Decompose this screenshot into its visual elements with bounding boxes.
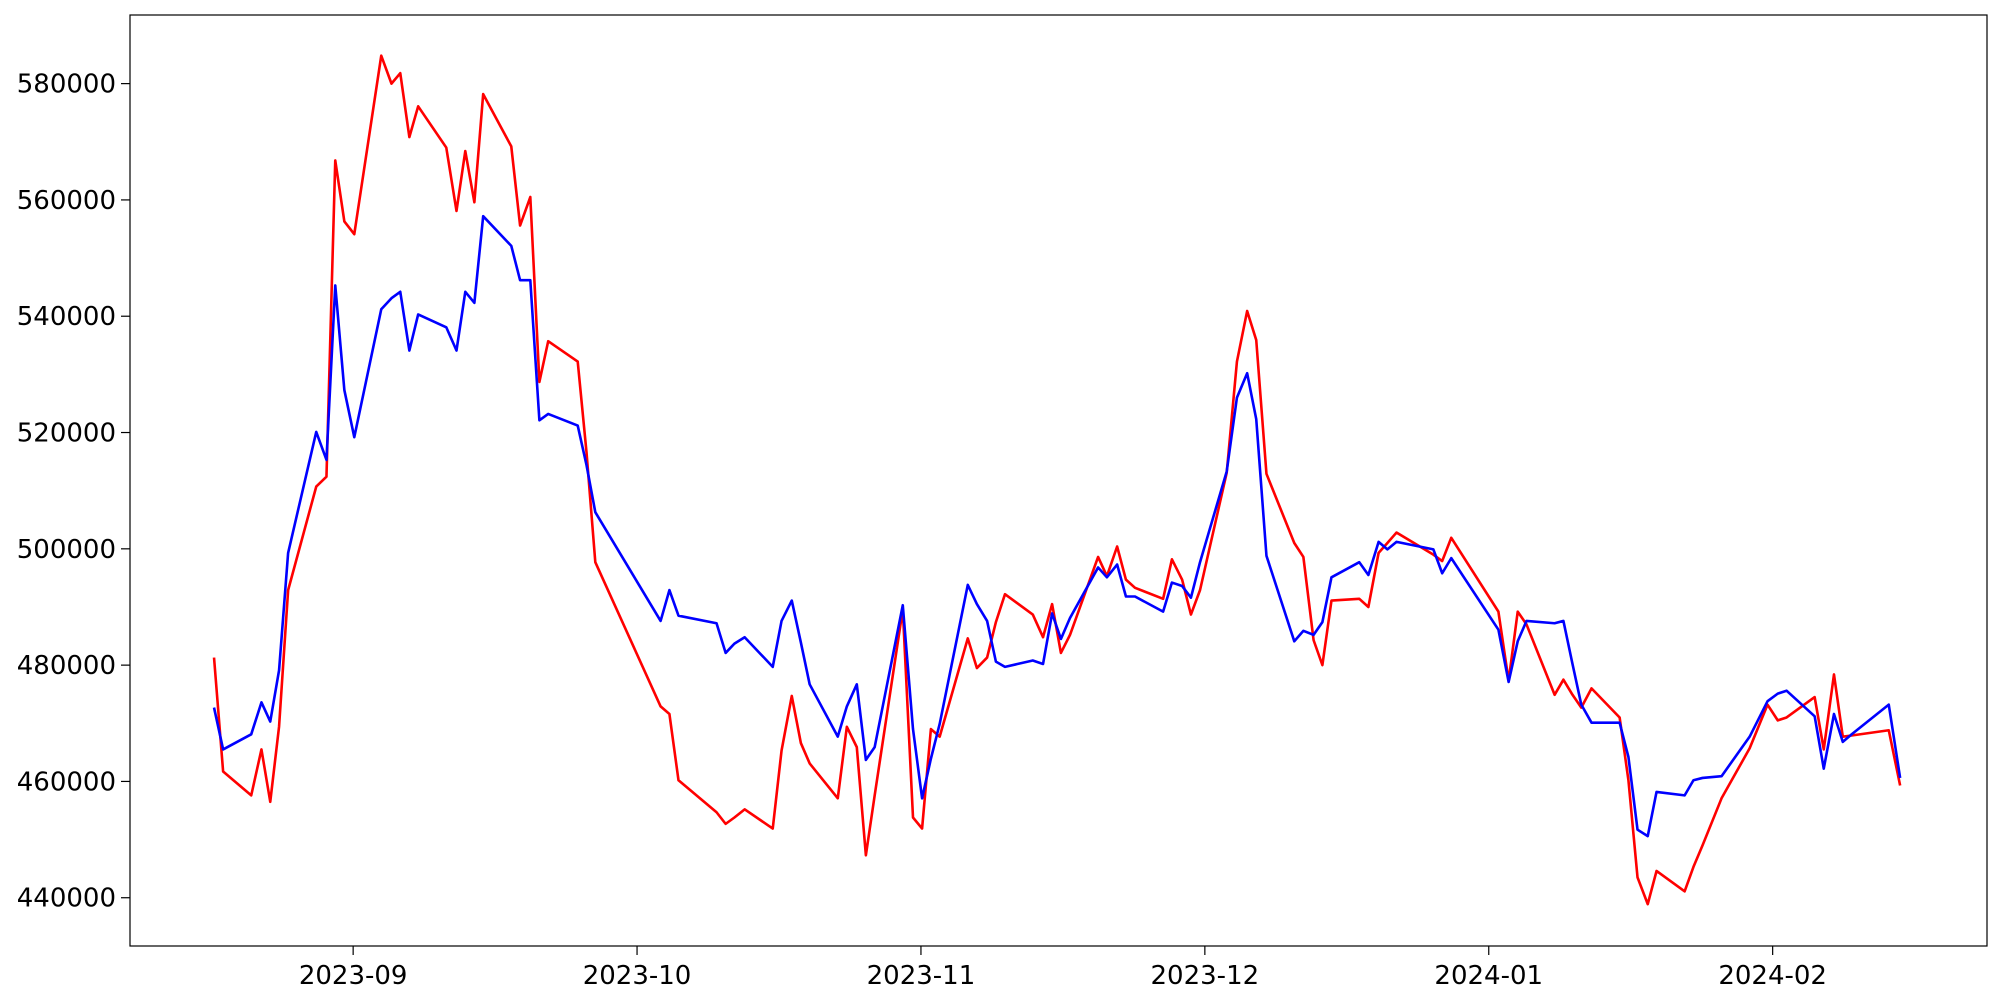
line-series	[212, 54, 1902, 906]
x-tick-label: 2024-02	[1718, 961, 1827, 991]
plot-frame	[129, 14, 1988, 947]
y-tick-label: 560000	[17, 186, 116, 216]
x-tick-label: 2023-11	[867, 961, 976, 991]
y-tick-label: 500000	[17, 535, 116, 565]
y-tick-label: 520000	[17, 419, 116, 449]
y-tick-label: 460000	[17, 767, 116, 797]
x-tick-label: 2023-12	[1151, 961, 1260, 991]
x-tick-label: 2023-09	[299, 961, 408, 991]
x-tick-label: 2024-01	[1434, 961, 1543, 991]
y-tick-label: 440000	[17, 884, 116, 914]
y-tick-label: 540000	[17, 302, 116, 332]
y-tick-label: 580000	[17, 70, 116, 100]
line-series	[212, 214, 1902, 838]
y-tick-label: 480000	[17, 651, 116, 681]
x-tick-label: 2023-10	[583, 961, 692, 991]
